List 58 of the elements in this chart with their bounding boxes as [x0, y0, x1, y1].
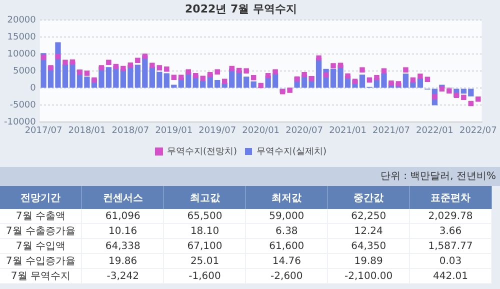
y-tick-label: 5000 [12, 66, 36, 77]
text: 6.38 [276, 226, 298, 236]
text: 19.89 [354, 256, 383, 266]
text: 64,338 [105, 240, 140, 252]
text: 59,000 [269, 210, 304, 222]
category-label: 표준편차 [410, 186, 492, 209]
text: 3.66 [439, 226, 462, 236]
y-tick-label: -5000 [10, 100, 36, 111]
y-tick-label: 20000 [7, 16, 36, 26]
text: 65,500 [187, 210, 222, 222]
text: -2,600 [270, 270, 303, 282]
text: 7월 수출증가율 [6, 226, 76, 237]
text: 2,029.78 [428, 210, 473, 222]
text: 14.76 [272, 256, 301, 266]
y-tick-label: 0 [30, 84, 36, 94]
text: 7월 수입액 [16, 241, 66, 252]
x-tick-label: 2017/07 [24, 126, 62, 136]
text: 7월 수출액 [16, 211, 66, 222]
category-label: 중간값 [328, 186, 410, 209]
text: 7월 수입증가율 [6, 256, 76, 267]
text: 단위 : 백만달러, 전년비% [0, 167, 500, 186]
legend-label: 무역수지(실제치) [256, 146, 327, 157]
text: 7월 무역수지 [10, 271, 70, 282]
text: 10.16 [108, 226, 138, 236]
legend-label: 무역수지(전망치) [166, 146, 238, 157]
text: -1,600 [188, 270, 221, 282]
x-tick-label: 2022/01 [416, 126, 454, 136]
text: -2,100.00 [344, 270, 393, 282]
category-label: 전망기간 [0, 186, 82, 209]
x-tick-label: 2018/07 [112, 126, 150, 136]
x-tick-label: 2019/07 [198, 126, 236, 136]
text: 62,250 [351, 210, 386, 222]
text: 18.10 [190, 226, 220, 236]
category-label: 컨센서스 [82, 186, 164, 209]
category-label: 최고값 [164, 186, 246, 209]
x-tick-label: 2020/01 [242, 126, 280, 136]
y-tick-label: 15000 [7, 32, 36, 43]
y-tick-label: 10000 [7, 50, 36, 60]
x-tick-label: 2022/07 [459, 126, 497, 136]
text: 12.24 [354, 226, 383, 236]
x-tick-label: 2021/07 [372, 126, 410, 136]
text: -3,242 [106, 270, 139, 282]
chart-title: 2022년 7월 무역수지 [185, 2, 297, 16]
text: 1,587.77 [428, 240, 473, 252]
x-tick-label: 2019/01 [155, 126, 193, 136]
text: 61,096 [105, 210, 140, 222]
text: 64,350 [351, 240, 386, 252]
y-tick-label: -10000 [4, 118, 36, 128]
text: 61,600 [269, 240, 304, 252]
x-tick-label: 2018/01 [68, 126, 106, 136]
x-tick-label: 2020/07 [286, 126, 323, 136]
text: 0.03 [439, 256, 462, 266]
category-label: 최저값 [246, 186, 328, 209]
x-tick-label: 2021/01 [329, 126, 366, 136]
text: 25.01 [190, 256, 220, 266]
text: 442.01 [433, 270, 468, 282]
text: 19.86 [108, 256, 138, 266]
text: 67,100 [187, 240, 222, 252]
